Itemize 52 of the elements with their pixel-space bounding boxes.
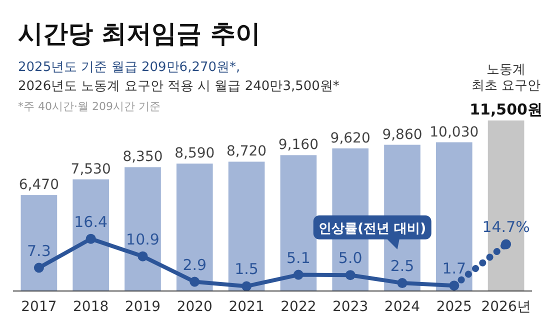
x-tick-label: 2021	[228, 299, 264, 315]
x-tick-label: 2020	[176, 299, 212, 315]
bar	[436, 142, 472, 291]
data-label: 7.3	[27, 242, 51, 260]
chart-subtitle: 2025년도 기준 월급 209만6,270원*,	[18, 60, 240, 75]
bar	[72, 179, 110, 291]
point	[86, 234, 96, 244]
x-tick-label: 2024	[384, 299, 420, 315]
data-label: 8,720	[226, 144, 267, 160]
x-tick-label: 2022	[280, 299, 316, 315]
data-label: 2.9	[182, 256, 207, 274]
x-tick-label: 2023	[332, 299, 368, 315]
data-label: 10,030	[430, 124, 479, 140]
point	[138, 251, 148, 262]
data-label: 1.7	[442, 260, 466, 278]
data-label: 14.7%	[482, 218, 530, 236]
data-label: 2.5	[390, 257, 414, 276]
point	[242, 281, 252, 292]
annotation: 노동계 최초 요구안	[471, 62, 541, 94]
data-label: 7,530	[70, 161, 111, 178]
data-label: 8,350	[122, 149, 163, 166]
x-tick-label: 2025	[436, 299, 472, 315]
data-label: 11,500원	[470, 100, 542, 118]
data-label: 6,470	[18, 177, 59, 194]
text: 2026년도 노동계 요구안 적용 시 월급 240만3,500원*	[18, 79, 340, 94]
data-label: 10.9	[126, 230, 160, 248]
data-label: 9,620	[330, 130, 370, 146]
data-label: 9,860	[382, 126, 422, 143]
chart-title: 시간당 최저임금 추이	[18, 19, 260, 48]
data-label: 5.0	[338, 249, 362, 268]
x-tick-label: 2019	[124, 299, 161, 315]
point	[34, 262, 44, 273]
point	[190, 276, 200, 287]
data-label: 5.1	[286, 248, 310, 267]
data-label: 9,160	[278, 137, 318, 154]
bar	[176, 164, 213, 291]
point	[397, 278, 408, 288]
data-label: 16.4	[74, 212, 108, 231]
bar	[228, 162, 265, 291]
bar	[20, 195, 58, 291]
bar	[124, 167, 161, 291]
x-tick-label: 2018	[73, 299, 109, 315]
bar	[280, 155, 317, 291]
data-label: 1.5	[234, 260, 258, 278]
point	[345, 270, 356, 280]
data-label: 8,590	[174, 146, 215, 162]
point	[293, 270, 304, 280]
text: 인상률(전년 대비)	[318, 221, 426, 236]
point	[501, 239, 512, 250]
x-tick-label: 2017	[21, 299, 57, 315]
x-tick-label: 2026년	[481, 299, 531, 315]
text: *주 40시간·월 209시간 기준	[18, 100, 160, 113]
